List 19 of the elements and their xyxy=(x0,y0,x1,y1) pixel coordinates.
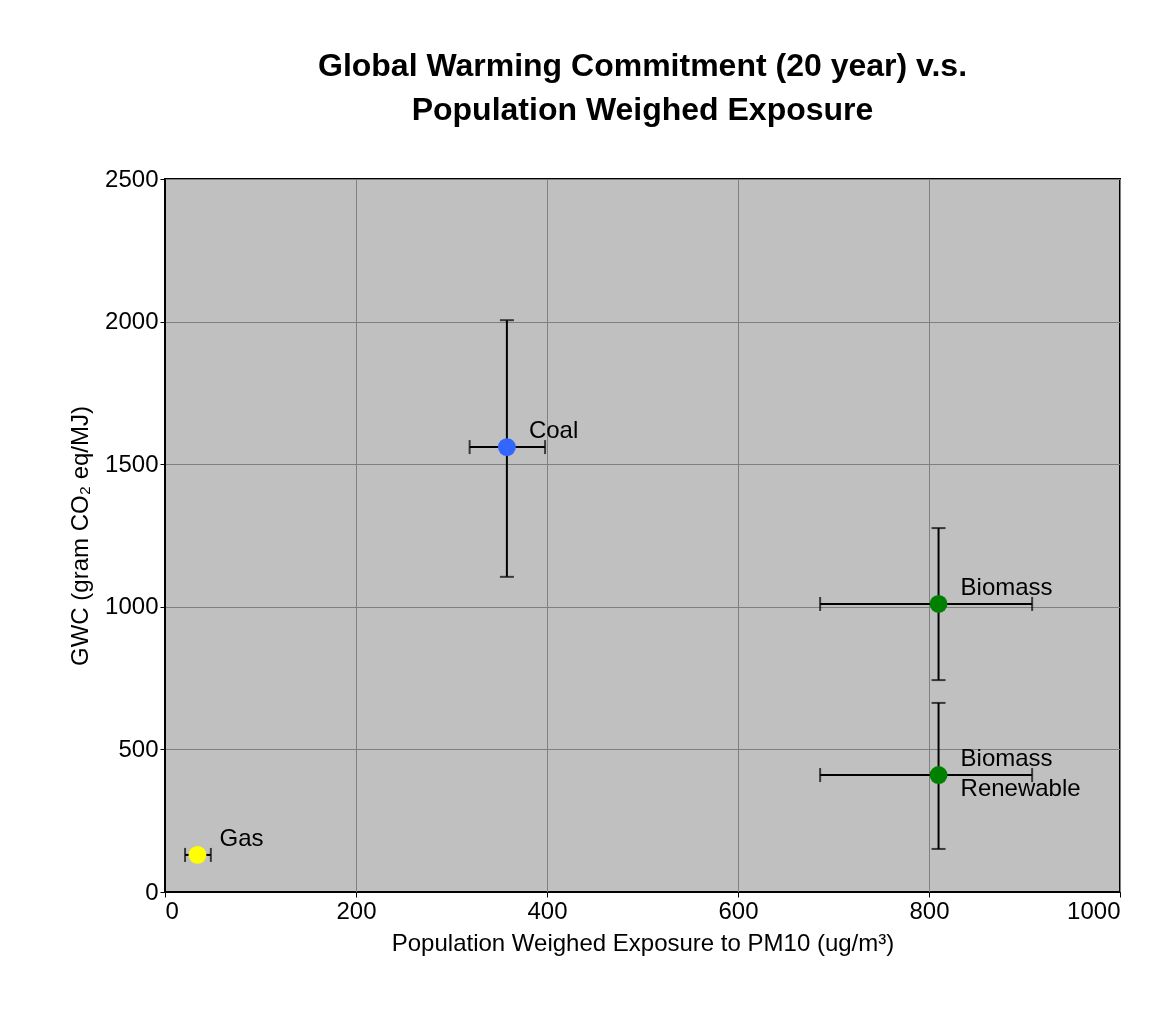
annotation: Gas xyxy=(219,823,264,851)
y-tick-label: 0 xyxy=(145,877,159,905)
y-tick-label: 1000 xyxy=(105,592,159,620)
annotation: Biomass Renewable xyxy=(960,744,1081,802)
x-axis-title: Population Weighed Exposure to PM10 (ug/m³) xyxy=(391,928,895,956)
annotation: Biomass xyxy=(960,572,1053,600)
x-tick-label: 400 xyxy=(527,896,568,924)
x-tick-label: 1000 xyxy=(1067,896,1121,924)
y-tick-label: 2500 xyxy=(105,164,159,192)
y-axis-title: GWC (gram CO₂ eq/MJ) xyxy=(66,406,94,666)
x-tick-label: 200 xyxy=(336,896,377,924)
x-tick-label: 800 xyxy=(909,896,950,924)
x-tick-label: 600 xyxy=(718,896,759,924)
chart-title: Global Warming Commitment (20 year) v.s. Population Weighed Exposure xyxy=(317,47,968,127)
y-tick-label: 1500 xyxy=(105,449,159,477)
x-tick-label: 0 xyxy=(165,896,179,924)
y-tick-label: 2000 xyxy=(105,307,159,335)
annotation: Coal xyxy=(528,416,579,444)
y-tick-label: 500 xyxy=(118,734,159,762)
